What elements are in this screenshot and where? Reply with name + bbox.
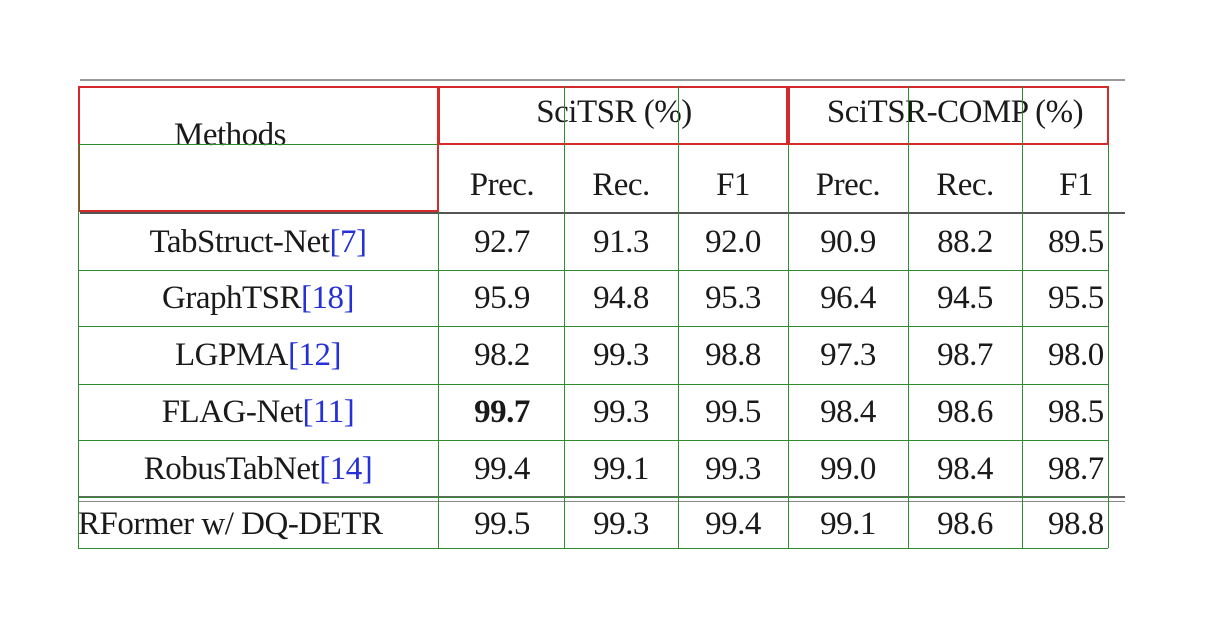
method-name: RobusTabNet — [143, 450, 320, 487]
table-value-cell: 98.8 — [705, 336, 761, 373]
subheader-f1-2: F1 — [1022, 158, 1130, 212]
table-value-cell: 98.0 — [1048, 336, 1104, 373]
method-name: GraphTSR — [162, 279, 302, 316]
citation-link[interactable]: [18] — [301, 279, 354, 316]
table-top-rule — [80, 79, 1125, 81]
citation-link[interactable]: [7] — [329, 223, 367, 260]
cell-divider-horizontal — [78, 326, 1108, 327]
subheader-text: F1 — [1059, 166, 1093, 203]
table-value-cell: 92.0 — [705, 223, 761, 260]
method-name: LGPMA — [174, 336, 289, 373]
table-value-cell: 95.3 — [705, 279, 761, 316]
cell-divider-horizontal — [78, 497, 1108, 498]
table-value-cell: 99.3 — [593, 393, 649, 430]
cell-divider-horizontal — [78, 270, 1108, 271]
group-header-scitsr-comp-text: SciTSR-COMP (%) — [826, 93, 1084, 130]
subheader-text: F1 — [716, 166, 750, 203]
cell-divider-vertical — [908, 86, 909, 548]
table-value-cell: 98.2 — [474, 336, 530, 373]
table-value-cell: 90.9 — [820, 223, 876, 260]
cell-divider-vertical — [788, 145, 789, 548]
table-value-cell: 98.7 — [937, 336, 993, 373]
method-name-cell: GraphTSR [18] — [78, 270, 438, 326]
table-value-cell: 99.4 — [705, 505, 761, 542]
method-name: FLAG-Net — [161, 393, 303, 430]
table-value-cell: 98.4 — [820, 393, 876, 430]
cell-divider-vertical — [1108, 145, 1109, 548]
table-value-cell: 99.5 — [705, 393, 761, 430]
methods-header-text: Methods — [174, 116, 287, 153]
subheader-text: Rec. — [592, 166, 650, 203]
table-value-cell: 98.6 — [937, 505, 993, 542]
cell-divider-horizontal — [78, 384, 1108, 385]
method-name-cell: RFormer w/ DQ-DETR — [78, 500, 438, 548]
header-box-scitsr-comp — [788, 86, 1109, 145]
subheader-rec-1: Rec. — [564, 158, 678, 212]
citation-link[interactable]: [14] — [319, 450, 373, 487]
table-value-cell: 98.4 — [937, 450, 993, 487]
table-value-cell: 95.5 — [1048, 279, 1104, 316]
table-value-cell: 97.3 — [820, 336, 876, 373]
citation-link[interactable]: [11] — [302, 393, 355, 430]
cell-divider-vertical — [438, 212, 439, 548]
subheader-text: Prec. — [469, 166, 535, 203]
method-name: TabStruct-Net — [149, 223, 330, 260]
table-value-cell: 99.0 — [820, 450, 876, 487]
table-value-cell: 99.3 — [593, 336, 649, 373]
cell-divider-horizontal — [78, 144, 438, 145]
table-value-cell: 98.7 — [1048, 450, 1104, 487]
group-header-scitsr-text: SciTSR (%) — [536, 93, 692, 130]
table-value-cell: 99.7 — [474, 393, 530, 430]
group-header-scitsr: SciTSR (%) — [440, 86, 788, 138]
table-value-cell: 92.7 — [474, 223, 530, 260]
cell-divider-horizontal — [78, 548, 1108, 549]
table-value-cell: 95.9 — [474, 279, 530, 316]
subheader-prec-1: Prec. — [440, 158, 564, 212]
citation-link[interactable]: [12] — [288, 336, 341, 373]
method-name-cell: FLAG-Net [11] — [78, 384, 438, 440]
table-value-cell: 94.8 — [593, 279, 649, 316]
group-header-scitsr-comp: SciTSR-COMP (%) — [790, 86, 1120, 138]
subheader-prec-2: Prec. — [788, 158, 908, 212]
table-value-cell: 99.4 — [474, 450, 530, 487]
header-box-scitsr — [438, 86, 788, 145]
table-value-cell: 94.5 — [937, 279, 993, 316]
subheader-rec-2: Rec. — [908, 158, 1022, 212]
cell-divider-vertical — [1022, 86, 1023, 548]
header-box-methods — [78, 86, 439, 212]
table-value-cell: 88.2 — [937, 223, 993, 260]
table-value-cell: 98.8 — [1048, 505, 1104, 542]
table-value-cell: 89.5 — [1048, 223, 1104, 260]
header-bottom-rule — [80, 212, 1125, 214]
method-name-cell: LGPMA [12] — [78, 326, 438, 384]
method-name-cell: TabStruct-Net [7] — [78, 214, 438, 270]
table-value-cell: 99.1 — [593, 450, 649, 487]
table-value-cell: 98.6 — [937, 393, 993, 430]
method-name-cell: RobusTabNet [14] — [78, 440, 438, 498]
table-value-cell: 99.1 — [820, 505, 876, 542]
table-value-cell: 96.4 — [820, 279, 876, 316]
cell-divider-horizontal — [78, 440, 1108, 441]
subheader-f1-1: F1 — [678, 158, 788, 212]
table-value-cell: 98.5 — [1048, 393, 1104, 430]
cell-divider-vertical — [678, 86, 679, 548]
table-value-cell: 99.3 — [593, 505, 649, 542]
table-value-cell: 99.5 — [474, 505, 530, 542]
subheader-text: Rec. — [936, 166, 994, 203]
method-name: RFormer w/ DQ-DETR — [78, 505, 383, 542]
cell-divider-vertical — [564, 86, 565, 548]
cell-divider-vertical — [78, 144, 79, 548]
methods-header: Methods — [80, 90, 380, 180]
table-value-cell: 91.3 — [593, 223, 649, 260]
table-value-cell: 99.3 — [705, 450, 761, 487]
subheader-text: Prec. — [815, 166, 881, 203]
